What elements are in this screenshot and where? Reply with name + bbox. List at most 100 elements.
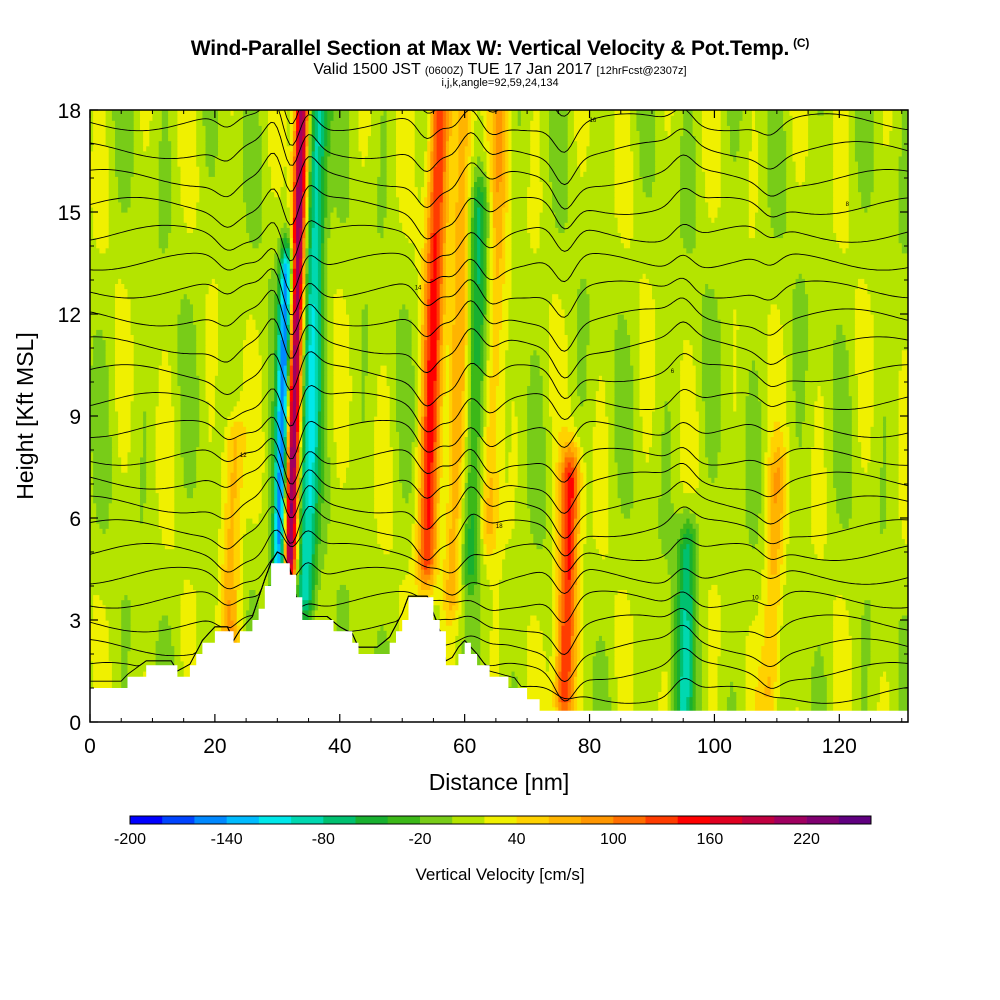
velocity-cell: [661, 681, 669, 687]
velocity-cell: [174, 482, 185, 488]
velocity-cell: [577, 533, 581, 539]
velocity-cell: [483, 451, 488, 458]
velocity-cell: [558, 553, 562, 560]
velocity-cell: [143, 518, 160, 524]
velocity-cell: [583, 446, 594, 453]
velocity-cell: [492, 492, 500, 499]
velocity-cell: [236, 456, 244, 463]
velocity-cell: [108, 431, 119, 437]
velocity-cell: [836, 492, 853, 499]
velocity-cell: [314, 538, 319, 545]
velocity-cell: [901, 614, 908, 621]
velocity-cell: [692, 594, 697, 601]
velocity-cell: [564, 467, 575, 473]
velocity-cell: [786, 548, 815, 555]
velocity-cell: [464, 614, 481, 621]
velocity-cell: [527, 696, 553, 703]
velocity-cell: [424, 579, 428, 585]
velocity-cell: [677, 701, 681, 708]
velocity-cell: [480, 579, 491, 585]
velocity-cell: [783, 533, 790, 539]
velocity-cell: [633, 676, 662, 682]
velocity-cell: [489, 645, 500, 652]
velocity-cell: [292, 548, 297, 555]
velocity-cell: [464, 528, 469, 534]
velocity-cell: [427, 492, 431, 499]
velocity-cell: [558, 686, 562, 692]
velocity-cell: [461, 558, 466, 565]
velocity-cell: [698, 528, 750, 534]
velocity-cell: [670, 579, 678, 585]
velocity-cell: [673, 671, 678, 677]
velocity-cell: [870, 456, 884, 463]
velocity-cell: [442, 558, 450, 565]
velocity-cell: [795, 426, 803, 432]
velocity-cell: [439, 482, 450, 488]
velocity-cell: [321, 569, 409, 575]
velocity-cell: [689, 676, 694, 682]
velocity-cell: [698, 421, 706, 427]
velocity-cell: [124, 594, 128, 601]
velocity-cell: [274, 558, 278, 565]
velocity-cell: [608, 665, 616, 672]
velocity-cell: [611, 696, 619, 703]
velocity-cell: [130, 446, 144, 453]
velocity-cell: [886, 451, 900, 458]
velocity-cell: [558, 609, 562, 616]
velocity-cell: [776, 446, 781, 453]
velocity-cell: [670, 686, 675, 692]
velocity-cell: [558, 681, 562, 687]
velocity-cell: [224, 558, 228, 565]
velocity-cell: [833, 625, 850, 631]
velocity-cell: [321, 533, 328, 539]
velocity-cell: [227, 461, 235, 468]
velocity-cell: [555, 604, 559, 611]
velocity-cell: [292, 512, 297, 519]
velocity-cell: [349, 630, 378, 636]
velocity-cell: [851, 676, 862, 682]
velocity-cell: [898, 472, 908, 478]
velocity-cell: [583, 477, 587, 483]
velocity-cell: [577, 701, 584, 708]
velocity-cell: [180, 620, 197, 626]
velocity-cell: [555, 665, 559, 672]
velocity-cell: [93, 451, 113, 458]
velocity-cell: [661, 671, 669, 677]
velocity-cell: [714, 477, 747, 483]
velocity-cell: [180, 431, 200, 437]
velocity-cell: [377, 533, 394, 539]
velocity-cell: [745, 441, 762, 448]
velocity-cell: [233, 630, 238, 636]
velocity-cell: [449, 558, 456, 565]
velocity-cell: [239, 502, 263, 509]
velocity-cell: [302, 563, 310, 570]
velocity-cell: [486, 543, 497, 550]
velocity-cell: [595, 650, 606, 657]
velocity-cell: [708, 655, 719, 662]
velocity-cell: [324, 467, 331, 473]
velocity-cell: [274, 467, 278, 473]
velocity-cell: [677, 614, 681, 621]
velocity-cell: [286, 487, 291, 494]
velocity-cell: [442, 441, 450, 448]
velocity-cell: [580, 446, 584, 453]
velocity-cell: [427, 512, 431, 519]
velocity-cell: [499, 655, 528, 662]
velocity-cell: [93, 665, 113, 672]
velocity-cell: [677, 599, 681, 606]
velocity-cell: [336, 604, 350, 611]
velocity-cell: [770, 502, 784, 509]
velocity-cell: [499, 502, 516, 509]
velocity-cell: [661, 461, 672, 468]
velocity-cell: [879, 676, 887, 682]
velocity-cell: [511, 681, 519, 687]
velocity-cell: [449, 548, 456, 555]
velocity-cell: [414, 538, 419, 545]
velocity-cell: [230, 599, 238, 606]
velocity-cell: [243, 461, 266, 468]
velocity-cell: [617, 681, 634, 687]
velocity-cell: [140, 518, 144, 524]
velocity-cell: [280, 492, 285, 499]
velocity-cell: [492, 609, 500, 616]
velocity-cell: [477, 461, 481, 468]
